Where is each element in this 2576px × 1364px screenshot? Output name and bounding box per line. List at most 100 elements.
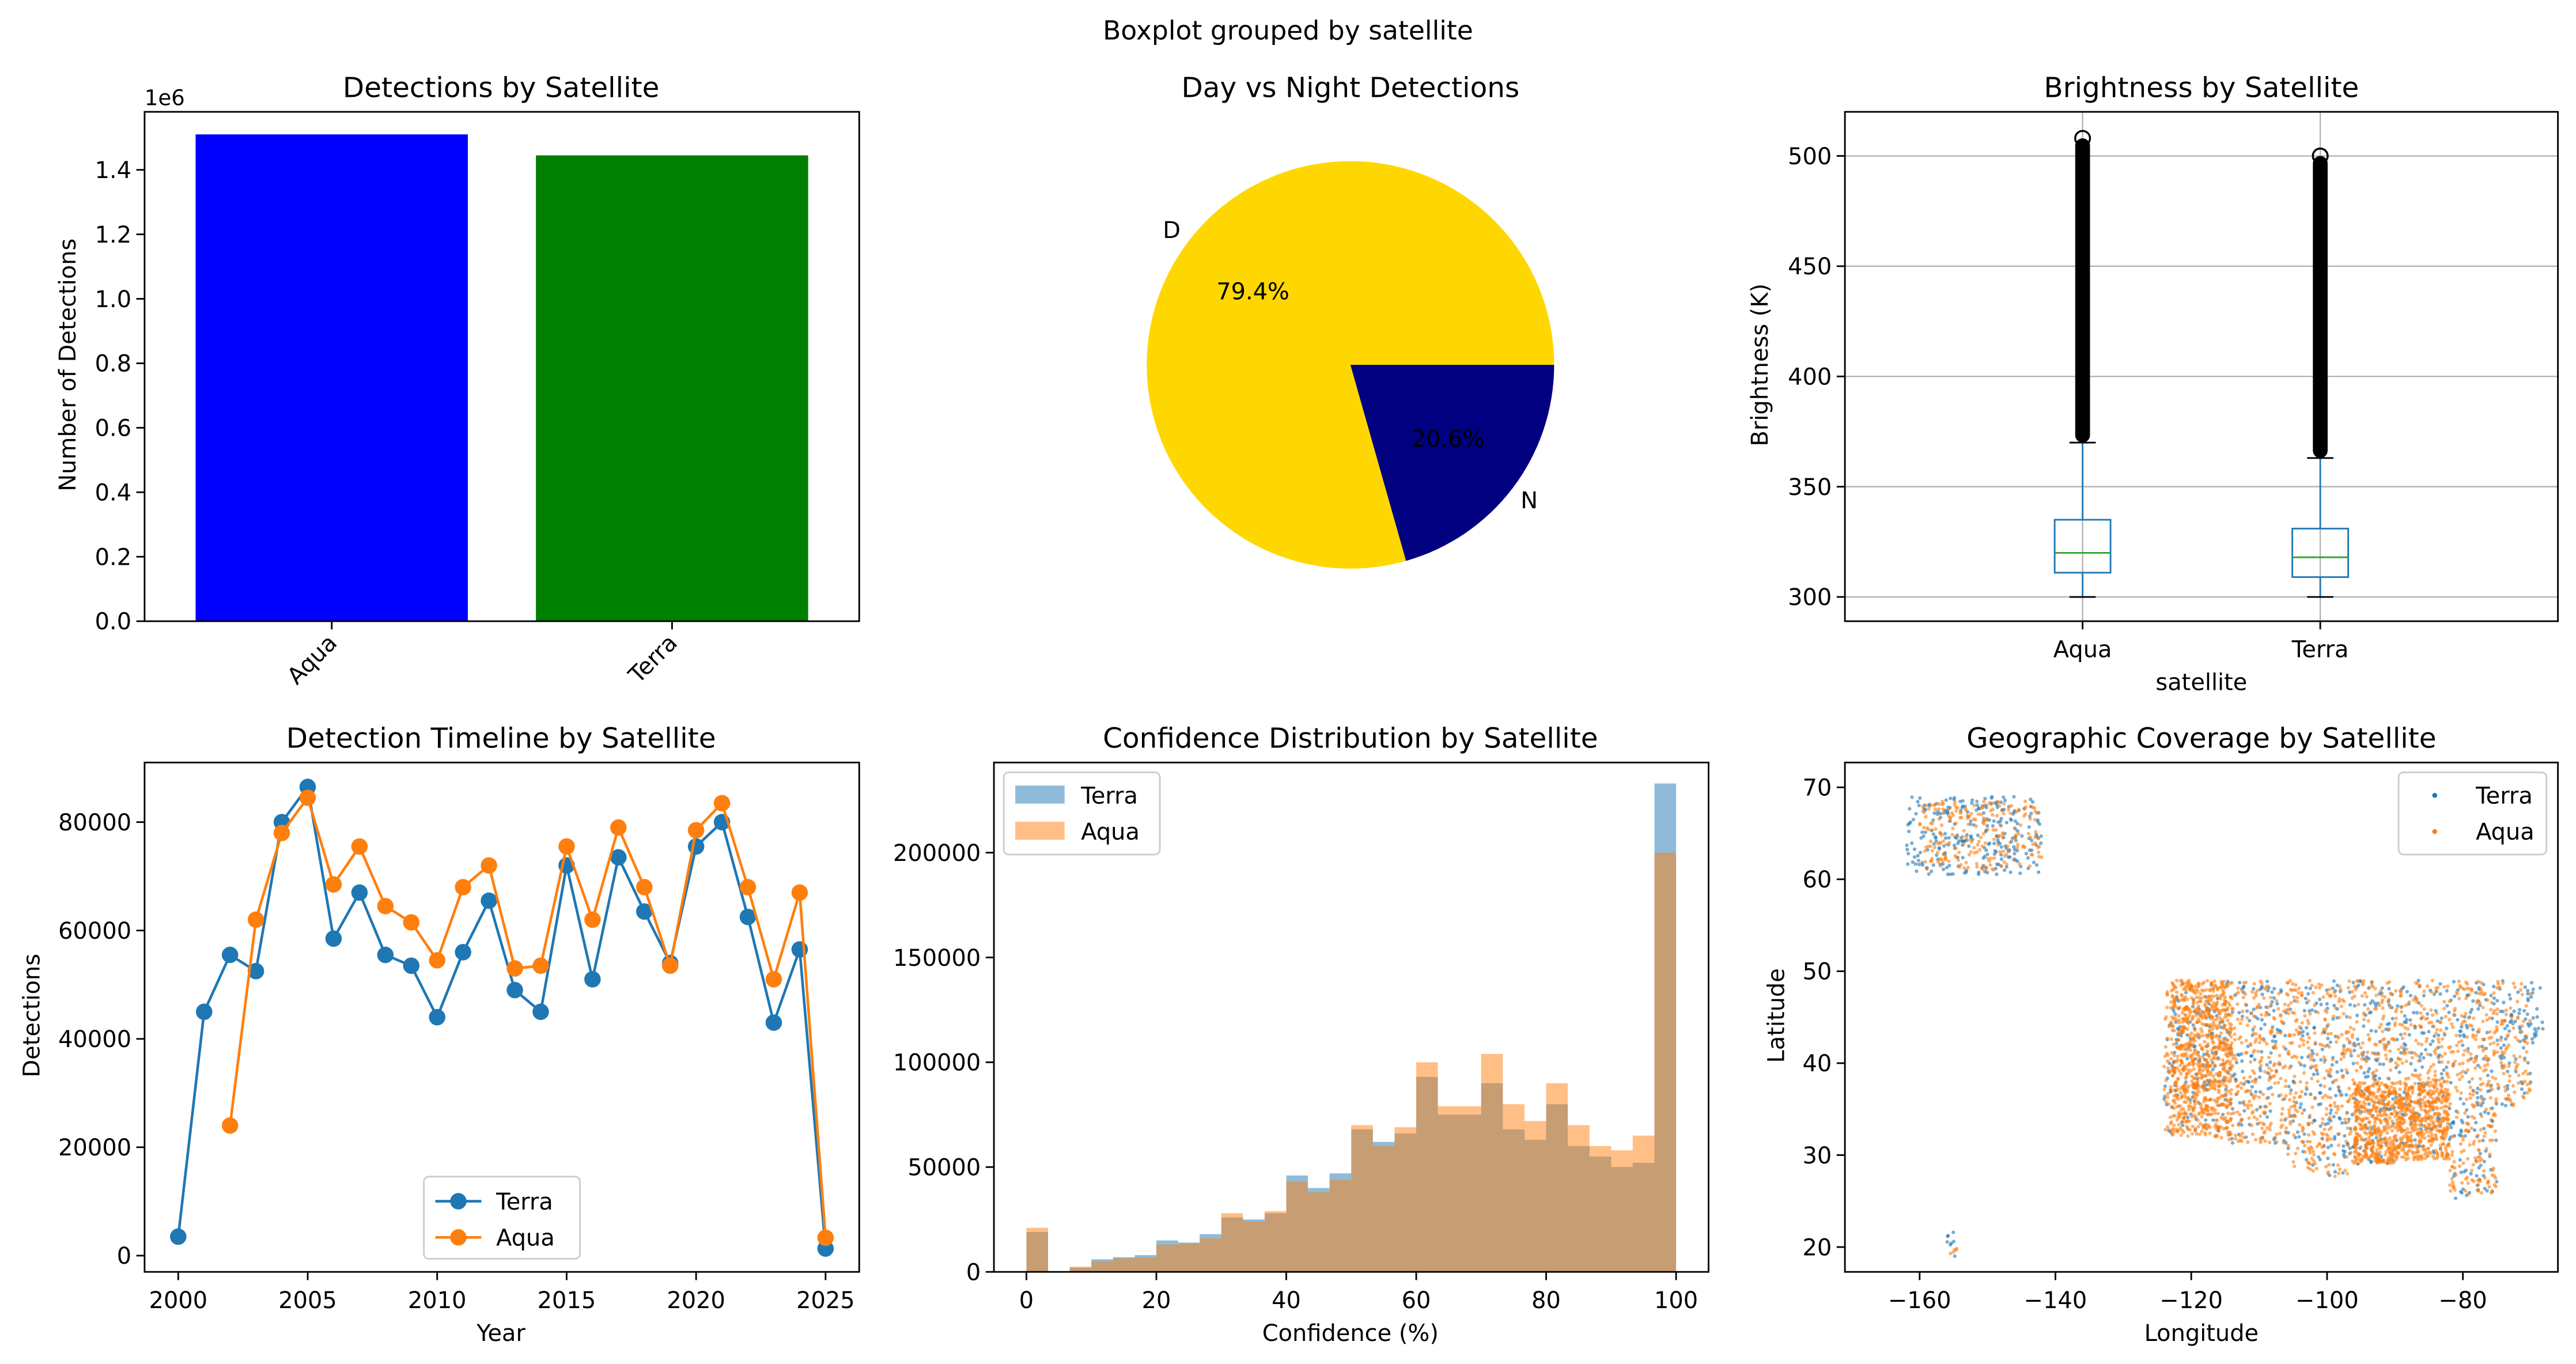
scatter-point-aqua bbox=[2248, 1099, 2252, 1104]
scatter-point-terra bbox=[2499, 1036, 2503, 1040]
scatter-point-aqua bbox=[2444, 1104, 2448, 1108]
scatter-point-terra bbox=[2474, 1121, 2478, 1125]
scatter-point-aqua bbox=[2382, 1090, 2386, 1094]
scatter-point-aqua bbox=[2252, 1048, 2256, 1053]
scatter-point-terra bbox=[2351, 980, 2355, 985]
x-tick-label: 2005 bbox=[278, 1287, 337, 1314]
scatter-point-terra bbox=[2302, 1132, 2306, 1136]
scatter-point-aqua bbox=[2418, 1091, 2422, 1095]
scatter-point-terra bbox=[2485, 1030, 2489, 1035]
hist-bar-aqua bbox=[1156, 1244, 1178, 1272]
scatter-point-terra bbox=[2476, 1095, 2480, 1100]
scatter-point-aqua bbox=[2223, 985, 2227, 989]
scatter-point-aqua bbox=[2407, 1086, 2411, 1091]
hist-bar-aqua bbox=[1308, 1192, 1330, 1272]
scatter-point-terra bbox=[1934, 835, 1938, 839]
scatter-point-aqua bbox=[2490, 1087, 2494, 1091]
scatter-point-aqua bbox=[2215, 1072, 2219, 1076]
scatter-point-aqua bbox=[2282, 1009, 2286, 1013]
scatter-point-terra bbox=[2502, 1000, 2506, 1004]
scatter-point-aqua bbox=[2403, 1031, 2407, 1036]
scatter-point-aqua bbox=[2326, 1170, 2331, 1174]
scatter-point-terra bbox=[2495, 1020, 2499, 1024]
scatter-point-aqua bbox=[2411, 1111, 2415, 1115]
scatter-point-aqua bbox=[2334, 1111, 2339, 1115]
scatter-point-aqua bbox=[2187, 1068, 2191, 1072]
scatter-point-terra bbox=[2513, 1019, 2517, 1023]
scatter-point-terra bbox=[1999, 857, 2004, 862]
scatter-point-aqua bbox=[1947, 814, 1951, 818]
scatter-point-aqua bbox=[2209, 994, 2213, 998]
scatter-point-aqua bbox=[2263, 1139, 2267, 1143]
scatter-point-aqua bbox=[2321, 1095, 2325, 1099]
scatter-point-aqua bbox=[2166, 1066, 2170, 1070]
scatter-point-aqua bbox=[2426, 1080, 2430, 1085]
scatter-point-aqua bbox=[2308, 1139, 2312, 1144]
scatter-point-terra bbox=[2260, 986, 2264, 990]
scatter-point-aqua bbox=[1958, 865, 1962, 869]
scatter-point-aqua bbox=[2384, 1143, 2389, 1147]
hist-bar-aqua bbox=[1568, 1125, 1590, 1272]
scatter-point-terra bbox=[2518, 1008, 2522, 1012]
scatter-point-aqua bbox=[2202, 1099, 2206, 1104]
scatter-point-aqua bbox=[2403, 1128, 2407, 1133]
scatter-point-aqua bbox=[2291, 1114, 2296, 1119]
scatter-point-aqua bbox=[2316, 1079, 2320, 1083]
scatter-point-aqua bbox=[2499, 1061, 2503, 1065]
histogram-legend: Terra Aqua bbox=[1003, 771, 1161, 856]
scatter-point-aqua bbox=[2450, 1150, 2454, 1154]
scatter-point-aqua bbox=[2366, 1019, 2371, 1023]
scatter-point-aqua bbox=[2430, 978, 2435, 983]
scatter-point-aqua bbox=[2378, 1135, 2382, 1139]
scatter-point-aqua bbox=[2211, 1041, 2216, 1045]
scatter-point-aqua bbox=[2234, 1079, 2238, 1083]
scatter-point-aqua bbox=[2197, 1055, 2201, 1059]
scatter-point-aqua bbox=[2340, 1104, 2344, 1108]
scatter-point-aqua bbox=[2413, 1082, 2417, 1086]
scatter-point-aqua bbox=[2344, 1139, 2348, 1143]
scatter-point-aqua bbox=[2331, 1014, 2336, 1019]
scatter-point-aqua bbox=[2381, 1029, 2385, 1033]
scatter-point-aqua bbox=[2382, 1014, 2386, 1018]
scatter-point-aqua bbox=[2454, 1115, 2459, 1120]
scatter-point-aqua bbox=[2226, 1130, 2230, 1134]
scatter-point-terra bbox=[2331, 1163, 2335, 1167]
scatter-point-aqua bbox=[2417, 1132, 2421, 1136]
scatter-point-aqua bbox=[2454, 1173, 2458, 1177]
scatter-point-aqua bbox=[2520, 992, 2524, 996]
scatter-point-aqua bbox=[2222, 1045, 2226, 1049]
scatter-point-terra bbox=[2500, 1102, 2505, 1106]
scatter-point-terra bbox=[2173, 1012, 2177, 1017]
line-point-aqua bbox=[481, 857, 497, 874]
box-aqua bbox=[2053, 519, 2112, 574]
scatter-point-aqua bbox=[2310, 1157, 2314, 1161]
scatter-point-aqua bbox=[2466, 1121, 2470, 1126]
scatter-point-aqua bbox=[2162, 1087, 2166, 1091]
scatter-point-aqua bbox=[2172, 1042, 2176, 1046]
scatter-point-aqua bbox=[2201, 1055, 2205, 1059]
scatter-point-terra bbox=[2293, 999, 2297, 1003]
scatter-point-aqua bbox=[2298, 1094, 2302, 1098]
scatter-point-terra bbox=[2522, 1091, 2526, 1095]
scatter-point-aqua bbox=[2291, 1160, 2295, 1164]
scatter-point-terra bbox=[2257, 1075, 2262, 1079]
bar-chart-panel: Detections by Satellite 1e6 Number of De… bbox=[55, 71, 860, 690]
scatter-point-aqua bbox=[2366, 1097, 2370, 1102]
scatter-point-aqua bbox=[2179, 1071, 2183, 1076]
hist-bar-aqua bbox=[1416, 1062, 1438, 1272]
y-tick-label: 150000 bbox=[893, 945, 981, 972]
scatter-point-aqua bbox=[2279, 1019, 2283, 1023]
scatter-point-aqua bbox=[2370, 983, 2374, 987]
scatter-point-aqua bbox=[2314, 1067, 2318, 1071]
scatter-point-aqua bbox=[2342, 999, 2346, 1003]
scatter-point-aqua bbox=[2203, 1002, 2207, 1007]
scatter-point-aqua bbox=[2422, 1087, 2426, 1091]
scatter-point-aqua bbox=[2193, 984, 2197, 988]
scatter-point-aqua bbox=[2165, 1059, 2170, 1063]
scatter-point-terra bbox=[2034, 863, 2039, 867]
scatter-point-terra bbox=[2311, 1052, 2315, 1056]
scatter-point-aqua bbox=[2249, 1104, 2253, 1108]
scatter-point-aqua bbox=[2166, 1102, 2171, 1106]
scatter-point-terra bbox=[2037, 822, 2041, 826]
scatter-point-terra bbox=[2230, 1106, 2235, 1111]
